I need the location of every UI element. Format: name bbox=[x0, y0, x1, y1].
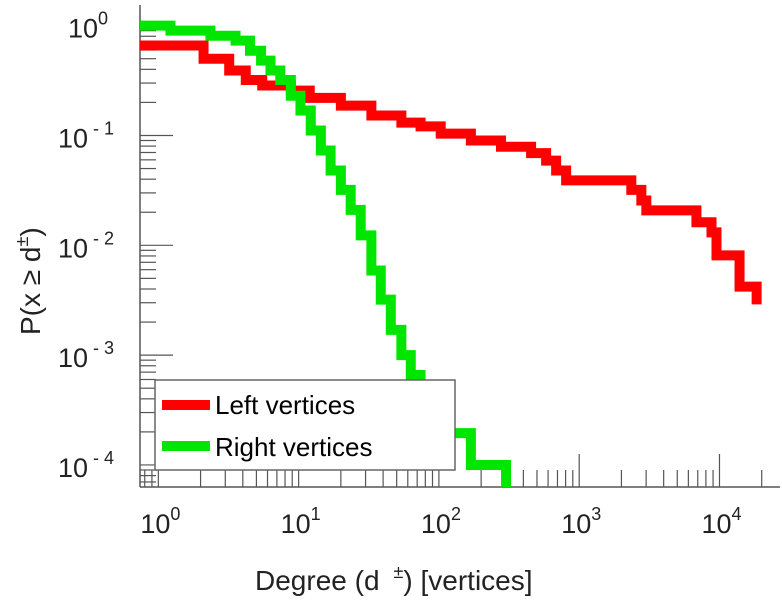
x-tick-exp: 3 bbox=[591, 504, 601, 524]
y-tick-exp: - 3 bbox=[88, 338, 114, 358]
x-tick-label: 104 bbox=[701, 504, 741, 539]
x-tick-exp: 1 bbox=[311, 504, 321, 524]
x-axis-label-sup: ± bbox=[394, 562, 404, 582]
y-tick-exp: - 2 bbox=[88, 228, 114, 248]
x-axis-label-main: Degree (d bbox=[255, 565, 380, 596]
legend-label-left: Left vertices bbox=[215, 390, 355, 420]
y-tick-base: 10 bbox=[58, 343, 88, 373]
x-tick-base: 10 bbox=[561, 509, 591, 539]
x-axis-label: Degree (d ±) [vertices] bbox=[255, 562, 533, 596]
y-tick-exp: 0 bbox=[98, 9, 108, 29]
y-axis-label-main: P(x ≥ d bbox=[15, 247, 46, 336]
y-tick-exp: - 4 bbox=[88, 448, 114, 468]
x-tick-exp: 4 bbox=[732, 504, 742, 524]
x-tick-label: 100 bbox=[140, 504, 180, 539]
x-tick-label: 103 bbox=[561, 504, 601, 539]
y-tick-base: 10 bbox=[58, 123, 88, 153]
y-tick-label: 10 - 3 bbox=[58, 338, 114, 373]
x-tick-exp: 0 bbox=[170, 504, 180, 524]
x-tick-base: 10 bbox=[421, 509, 451, 539]
x-axis-label-tail: ) [vertices] bbox=[403, 565, 532, 596]
y-tick-label: 10 - 2 bbox=[58, 228, 114, 263]
y-tick-base: 10 bbox=[58, 233, 88, 263]
x-tick-label: 102 bbox=[421, 504, 461, 539]
y-tick-exp: - 1 bbox=[88, 118, 114, 138]
legend: Left vertices Right vertices bbox=[154, 379, 456, 471]
y-tick-label: 10 - 1 bbox=[58, 118, 114, 153]
legend-label-right: Right vertices bbox=[215, 432, 373, 462]
y-axis-label: P(x ≥ d±) bbox=[12, 227, 46, 335]
y-tick-base: 10 bbox=[58, 453, 88, 483]
y-axis-label-tail: ) bbox=[15, 227, 46, 236]
y-tick-label: 100 bbox=[68, 9, 108, 44]
x-tick-base: 10 bbox=[281, 509, 311, 539]
left-vertices-line bbox=[140, 40, 762, 305]
x-tick-base: 10 bbox=[140, 509, 170, 539]
y-tick-label: 10 - 4 bbox=[58, 448, 114, 483]
legend-box bbox=[154, 379, 456, 471]
y-axis-label-sup: ± bbox=[12, 237, 32, 247]
x-tick-exp: 2 bbox=[451, 504, 461, 524]
y-tick-base: 10 bbox=[68, 14, 98, 44]
x-tick-base: 10 bbox=[701, 509, 731, 539]
x-tick-label: 101 bbox=[281, 504, 321, 539]
